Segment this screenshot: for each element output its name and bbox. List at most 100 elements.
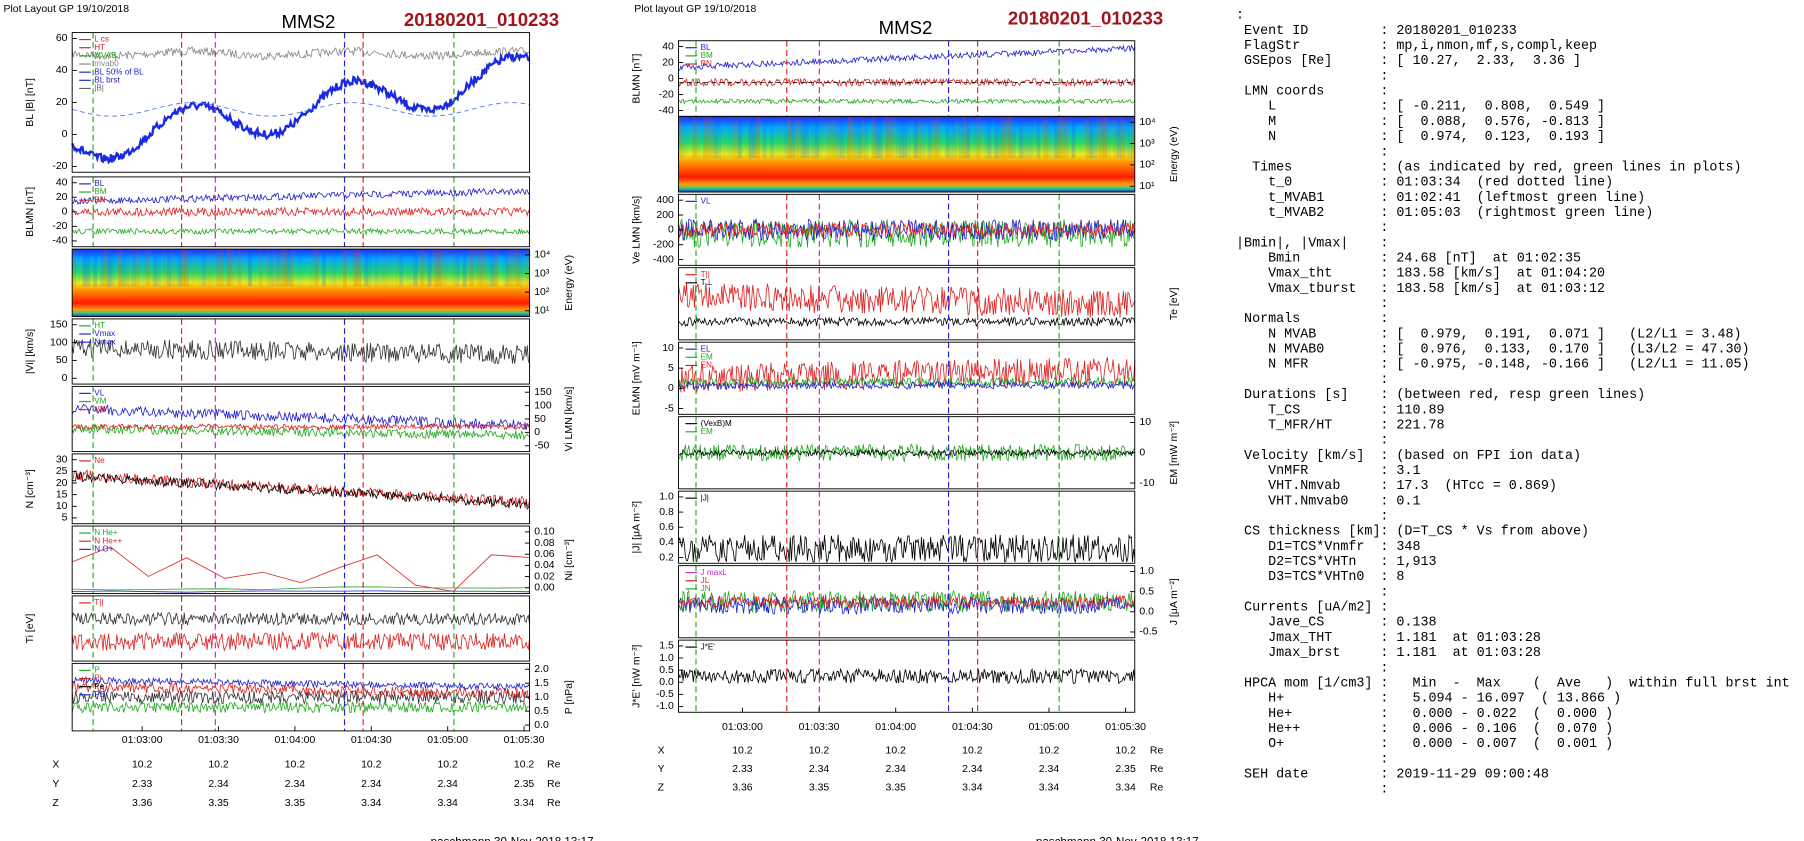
legend-label: T|| xyxy=(94,598,103,607)
summary-value: : 0.000 - 0.007 ( 0.001 ) xyxy=(1380,737,1613,752)
y-tick-label: 0 xyxy=(62,207,68,218)
position-label: Z xyxy=(52,798,59,809)
summary-label: Durations [s] xyxy=(1236,388,1348,403)
spectrogram-stripe xyxy=(1127,116,1132,158)
trace xyxy=(72,590,530,593)
spectrogram-stripe xyxy=(773,116,777,158)
summary-value: : xyxy=(1380,85,1388,100)
spectrogram-stripe xyxy=(934,116,939,158)
spectrogram-stripe xyxy=(815,116,820,158)
spectrogram-stripe xyxy=(980,116,984,158)
spectrogram-stripe xyxy=(431,249,435,287)
legend-label: Nmax xyxy=(94,337,115,346)
summary-value: : 0.138 xyxy=(1380,616,1436,631)
spectrogram-stripe xyxy=(882,116,886,158)
spectrogram-stripe xyxy=(808,116,813,158)
spectrogram-stripe xyxy=(727,116,732,158)
spectrogram-stripe xyxy=(445,249,449,287)
summary-label: N xyxy=(1236,130,1276,145)
spectrogram-stripe xyxy=(769,116,774,158)
spectrogram-stripe xyxy=(82,249,87,287)
summary-value: : [ 0.979, 0.191, 0.071 ] (L2/L1 = 3.48) xyxy=(1380,327,1741,342)
spectrogram-stripe xyxy=(942,116,946,158)
summary-value: : xyxy=(1380,236,1388,251)
spectrogram-stripe xyxy=(107,249,112,287)
spectrogram-stripe xyxy=(170,249,175,287)
y-axis-label: Vi LMN [km/s] xyxy=(564,386,575,451)
position-value: 2.34 xyxy=(437,779,458,790)
panel-frame xyxy=(678,565,1136,639)
spectrogram-stripe xyxy=(717,116,722,158)
spectrogram-stripe xyxy=(371,249,376,287)
spectrogram-stripe xyxy=(473,249,478,287)
spectrogram-stripe xyxy=(191,249,196,287)
spectrogram-stripe xyxy=(917,116,922,158)
y-axis-label: Ti [eV] xyxy=(25,613,36,643)
summary-label: t_MVAB2 xyxy=(1236,206,1324,221)
spectrogram-stripe xyxy=(350,249,354,287)
spectrogram-stripe xyxy=(787,116,792,158)
y-tick-label: -200 xyxy=(653,239,674,250)
spectrogram-stripe xyxy=(783,116,788,158)
spectrogram-stripe xyxy=(706,116,711,158)
spectrogram-stripe xyxy=(969,116,974,158)
spectrogram-stripe xyxy=(230,249,235,287)
spectrogram-stripe xyxy=(724,116,728,158)
spectrogram-stripe xyxy=(283,249,288,287)
spectrogram-stripe xyxy=(347,249,351,286)
spectrogram-stripe xyxy=(504,249,509,287)
legend-label: T|| xyxy=(701,270,710,279)
spectrogram-stripe xyxy=(79,249,84,287)
position-value: 10.2 xyxy=(809,745,830,756)
spectrogram-stripe xyxy=(160,249,164,286)
position-value: 3.36 xyxy=(132,798,153,809)
spectrogram-stripe xyxy=(1089,116,1094,158)
spectrogram-stripe xyxy=(991,116,995,158)
spectrogram-stripe xyxy=(353,249,358,287)
spectrogram-stripe xyxy=(1099,116,1104,158)
y-tick-label: 0 xyxy=(668,383,674,394)
spectrogram-stripe xyxy=(286,249,291,287)
y-tick-label: 60 xyxy=(56,33,68,44)
position-value: 10.2 xyxy=(962,745,983,756)
position-value: 2.35 xyxy=(514,779,535,790)
spectrogram-stripe xyxy=(198,249,203,287)
spectrogram-stripe xyxy=(399,249,404,287)
spectrogram-stripe xyxy=(1096,116,1101,158)
y-tick-label: 0.6 xyxy=(659,522,674,533)
y-tick-label: 10 xyxy=(56,501,68,512)
spectrogram-stripe xyxy=(692,116,697,158)
summary-label: N MVAB xyxy=(1236,327,1316,342)
spectrogram-stripe xyxy=(515,249,520,287)
position-label: X xyxy=(52,759,59,770)
spectrogram-stripe xyxy=(501,249,505,286)
spectrogram-stripe xyxy=(290,249,295,287)
spectrogram-stripe xyxy=(395,249,400,287)
position-value: 10.2 xyxy=(514,759,535,770)
spectrogram-stripe xyxy=(389,249,393,286)
y-tick-label: 10⁴ xyxy=(534,250,550,261)
y-tick-label: 50 xyxy=(56,355,68,366)
spectrogram xyxy=(72,249,530,317)
spectrogram-stripe xyxy=(1106,116,1111,158)
spectrogram-stripe xyxy=(392,249,397,287)
spectrogram-stripe xyxy=(406,249,411,287)
spectrogram-stripe xyxy=(86,249,91,287)
spectrogram-stripe xyxy=(713,116,718,158)
summary-value: : 110.89 xyxy=(1380,403,1444,418)
y-tick-label: 0.5 xyxy=(534,706,549,717)
legend-label: BN xyxy=(94,195,105,204)
summary-value: : 221.78 xyxy=(1380,418,1444,433)
legend-label: P xyxy=(94,666,99,675)
spectrogram-stripe xyxy=(973,116,978,158)
y-tick-label: -1.0 xyxy=(656,701,674,712)
spectrogram-stripe xyxy=(438,249,442,287)
legend-label: BN xyxy=(701,59,712,68)
spectrogram-stripe xyxy=(868,116,872,158)
y-tick-label: 5 xyxy=(62,513,68,524)
spectrogram-stripe xyxy=(794,116,799,158)
spectrogram-stripe xyxy=(1018,116,1023,158)
summary-value: : xyxy=(1380,145,1388,160)
legend-label: N He++ xyxy=(94,536,122,545)
spectrogram-stripe xyxy=(308,249,312,286)
